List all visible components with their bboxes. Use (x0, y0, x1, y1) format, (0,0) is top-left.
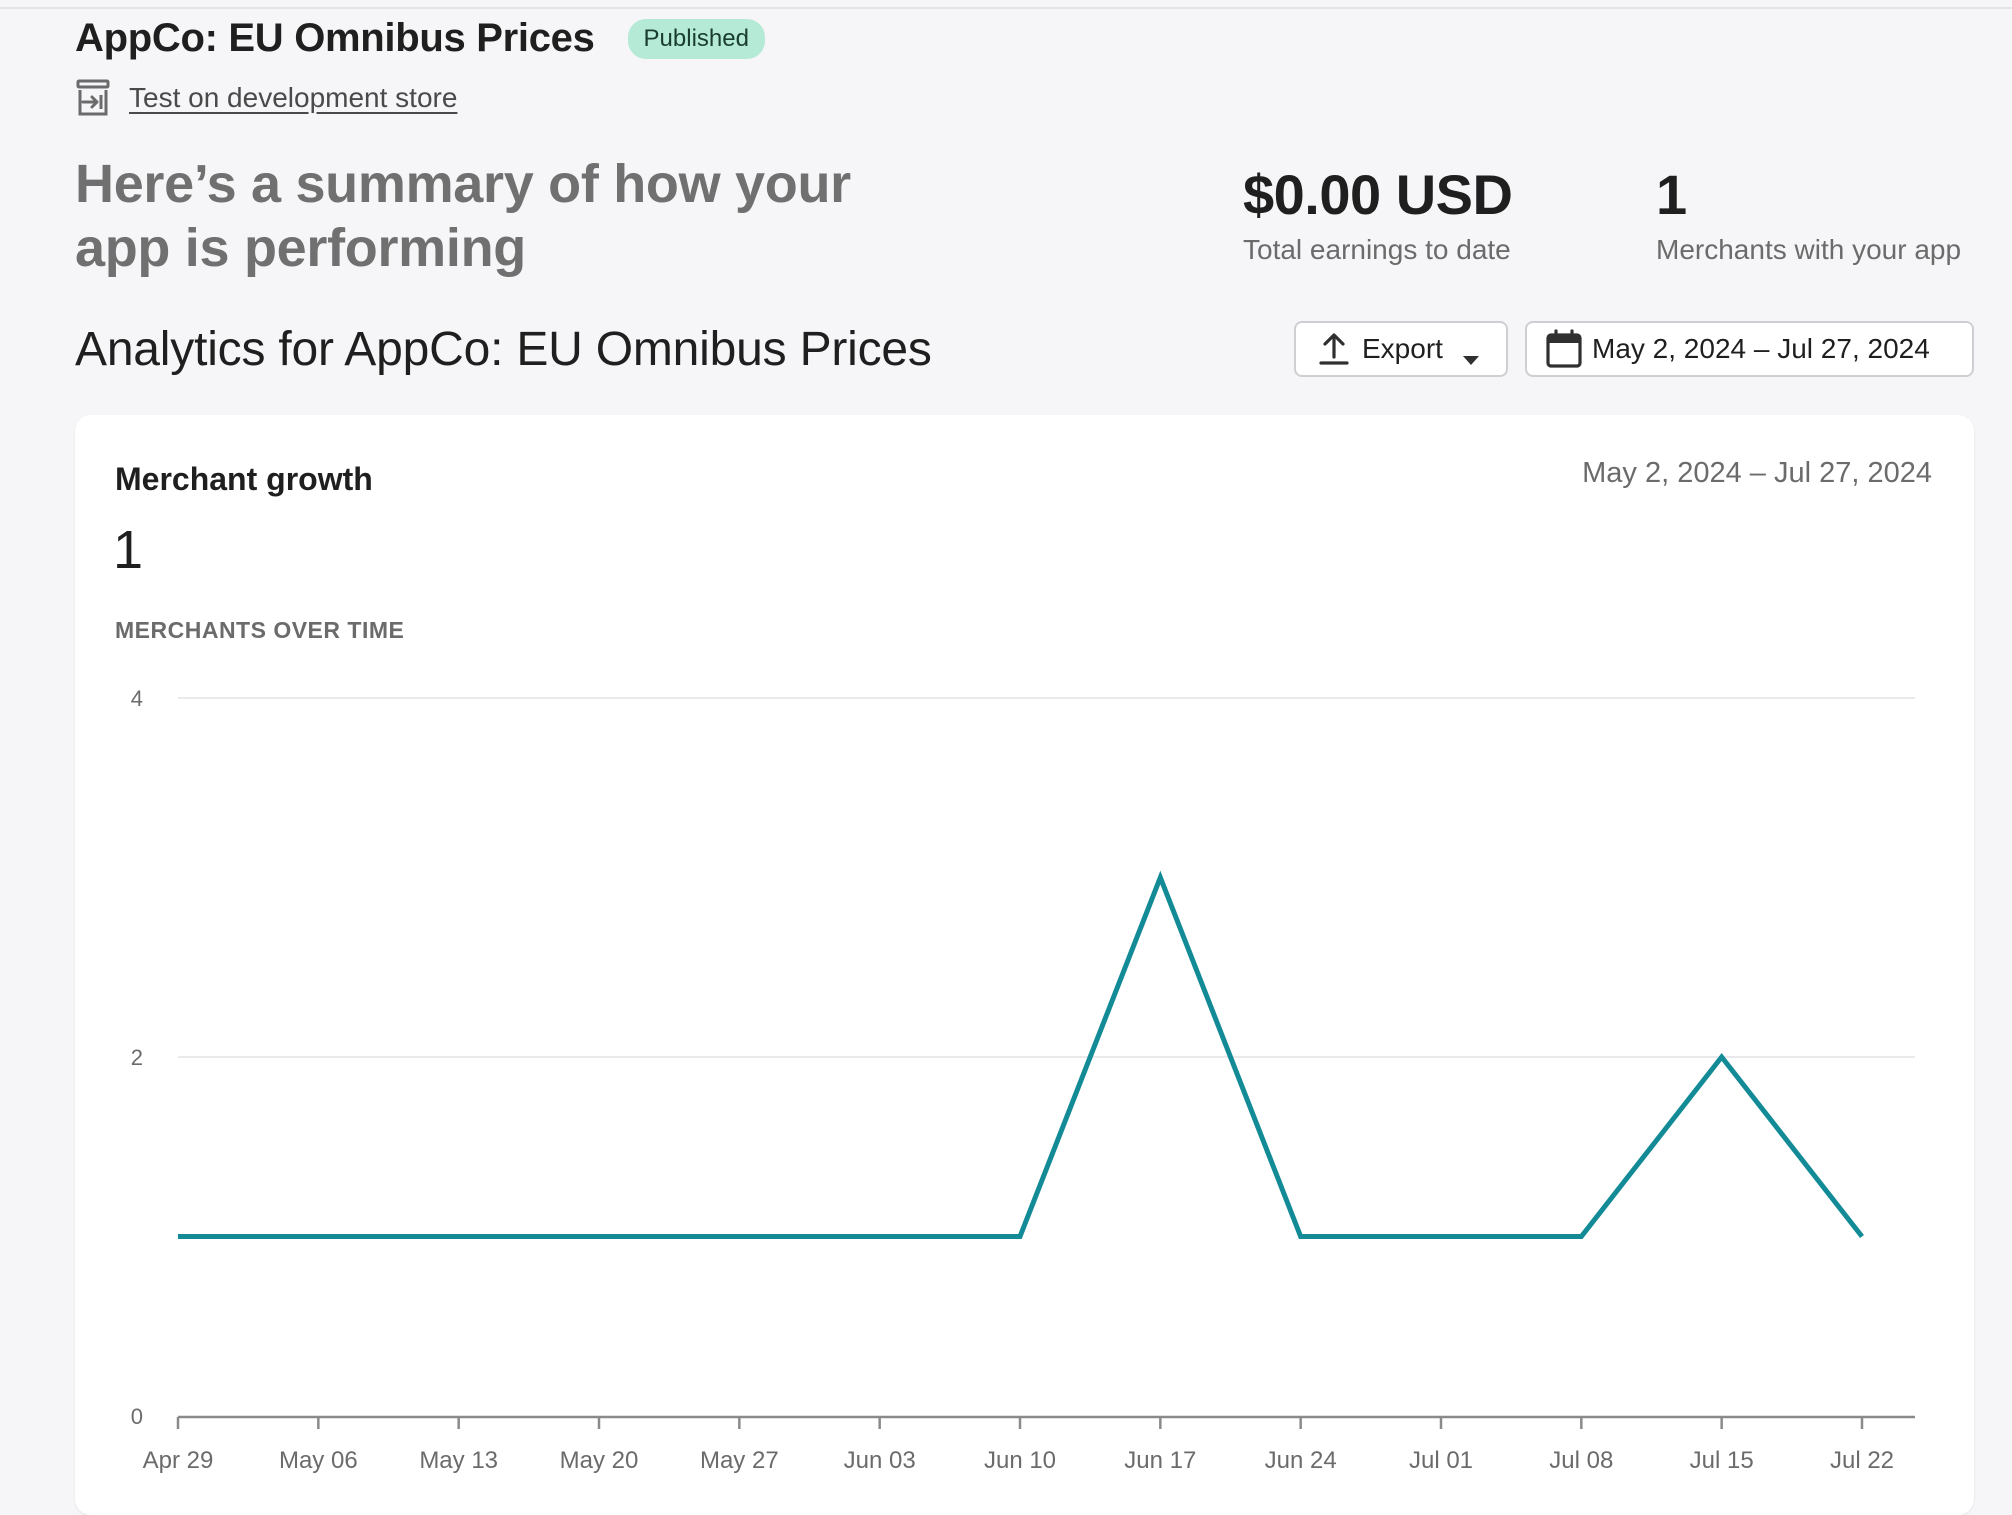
x-tick-label: May 27 (700, 1447, 779, 1474)
x-tick-label: Jun 24 (1265, 1447, 1337, 1474)
x-tick-label: Jul 15 (1690, 1447, 1754, 1474)
x-tick-label: Jun 03 (844, 1447, 916, 1474)
y-tick-label: 2 (131, 1045, 143, 1070)
y-tick-label: 4 (131, 686, 143, 711)
x-tick-label: Jun 17 (1124, 1447, 1196, 1474)
x-tick-label: Jul 08 (1549, 1447, 1613, 1474)
calendar-icon (1545, 329, 1583, 369)
status-badge: Published (628, 19, 765, 59)
merchants-stat: 1 Merchants with your app (1656, 160, 1961, 266)
date-range-button[interactable]: May 2, 2024 – Jul 27, 2024 (1525, 321, 1974, 377)
app-header: AppCo: EU Omnibus Prices Published (75, 16, 765, 61)
summary-heading: Here’s a summary of how your app is perf… (75, 152, 895, 280)
x-tick-label: Apr 29 (143, 1447, 214, 1474)
dev-store-link[interactable]: Test on development store (129, 82, 457, 114)
merchants-line-chart: 0 2 4 Apr 29 May 06 May 13 May 20 May 27 Jun 03 J… (75, 415, 1974, 1494)
x-tick-label: Jul 01 (1409, 1447, 1473, 1474)
x-tick-label: May 06 (279, 1447, 358, 1474)
earnings-label: Total earnings to date (1243, 234, 1512, 266)
x-tick-label: Jun 10 (984, 1447, 1056, 1474)
app-title: AppCo: EU Omnibus Prices (75, 16, 595, 61)
merchants-label: Merchants with your app (1656, 234, 1961, 266)
y-tick-label: 0 (131, 1404, 143, 1429)
x-tick-label: May 20 (560, 1447, 639, 1474)
caret-down-icon (1461, 342, 1481, 356)
x-tick-label: May 13 (419, 1447, 498, 1474)
date-range-label: May 2, 2024 – Jul 27, 2024 (1592, 333, 1930, 365)
export-button[interactable]: Export (1294, 321, 1508, 377)
top-divider (0, 7, 2012, 9)
export-label: Export (1362, 333, 1443, 365)
merchants-value: 1 (1656, 160, 1961, 230)
store-login-icon (75, 78, 111, 118)
dev-store-row[interactable]: Test on development store (75, 78, 457, 118)
upload-icon (1318, 331, 1350, 367)
earnings-value: $0.00 USD (1243, 160, 1512, 230)
earnings-stat: $0.00 USD Total earnings to date (1243, 160, 1512, 266)
analytics-title: Analytics for AppCo: EU Omnibus Prices (75, 322, 932, 377)
merchant-growth-card: Merchant growth May 2, 2024 – Jul 27, 20… (75, 415, 1974, 1515)
x-tick-label: Jul 22 (1830, 1447, 1894, 1474)
